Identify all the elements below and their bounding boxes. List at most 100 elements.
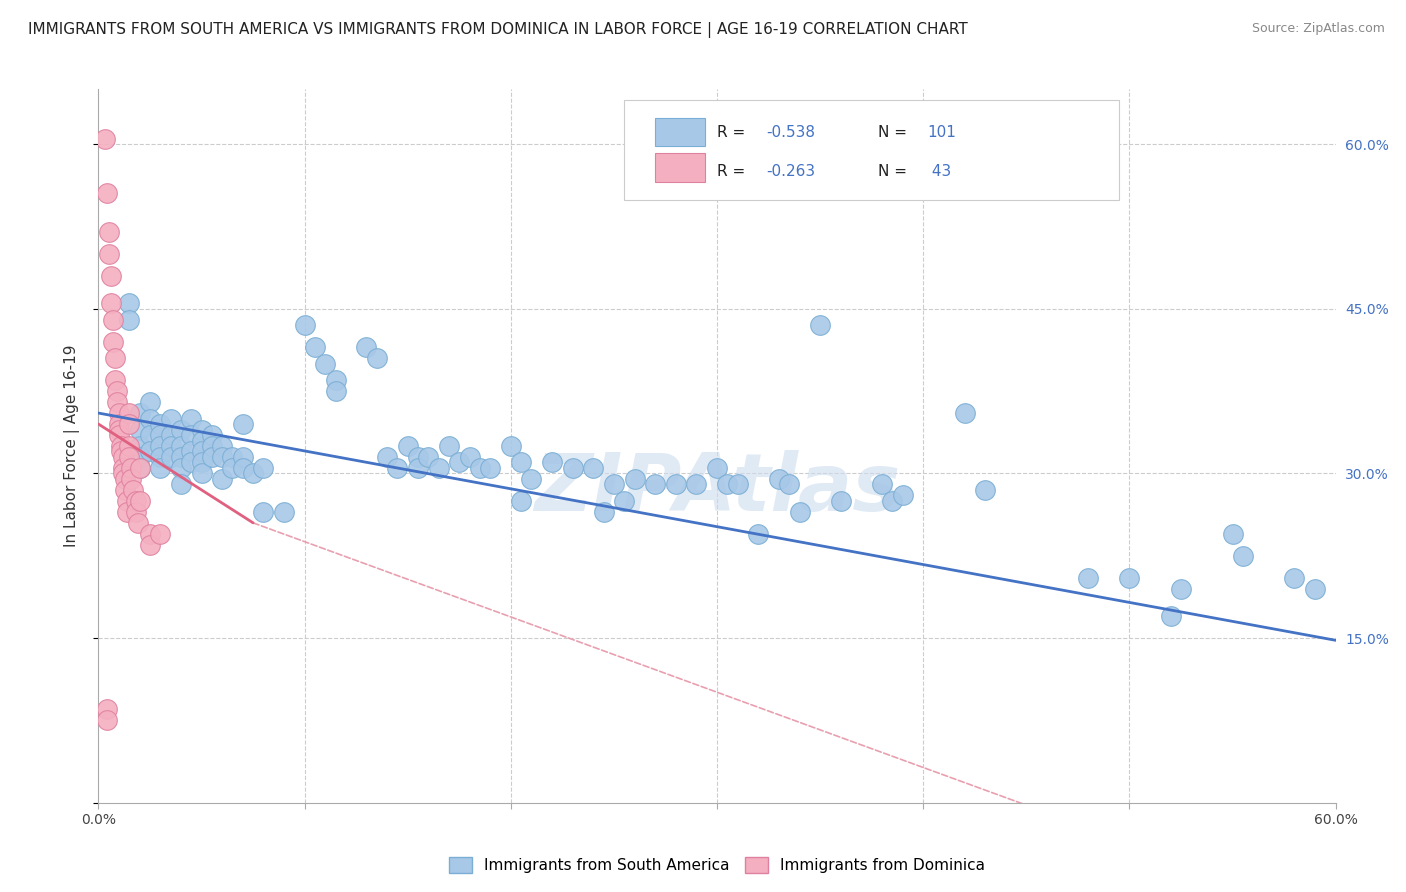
Point [221, 450, 243, 464]
Point [139, 526, 162, 541]
Point [221, 461, 243, 475]
Point [108, 423, 131, 437]
Text: -0.263: -0.263 [766, 164, 815, 178]
Point [974, 483, 997, 497]
Point [716, 477, 738, 491]
Point [112, 467, 135, 481]
Point [128, 423, 150, 437]
Point [768, 472, 790, 486]
Point [120, 461, 142, 475]
Point [418, 450, 440, 464]
Point [190, 444, 212, 458]
Point [108, 417, 131, 431]
Point [97, 225, 120, 239]
Point [211, 450, 233, 464]
Point [1232, 549, 1254, 563]
Point [105, 384, 128, 398]
Point [778, 477, 800, 491]
Point [159, 450, 181, 464]
Point [149, 461, 172, 475]
Point [314, 357, 336, 371]
Point [325, 373, 347, 387]
Point [139, 411, 162, 425]
Y-axis label: In Labor Force | Age 16-19: In Labor Force | Age 16-19 [65, 344, 80, 548]
Point [541, 455, 564, 469]
Point [93, 131, 115, 145]
Point [124, 494, 146, 508]
Point [499, 439, 522, 453]
Point [128, 461, 150, 475]
Point [242, 467, 264, 481]
Point [139, 395, 162, 409]
Point [304, 340, 326, 354]
Point [406, 461, 429, 475]
Point [96, 702, 118, 716]
Text: R =: R = [717, 164, 751, 178]
Point [101, 334, 124, 349]
Point [128, 439, 150, 453]
Point [789, 505, 811, 519]
Point [211, 472, 233, 486]
Point [139, 538, 162, 552]
Point [112, 450, 135, 464]
Point [170, 450, 193, 464]
Point [122, 483, 145, 497]
Point [170, 423, 193, 437]
Point [396, 439, 419, 453]
Point [882, 494, 904, 508]
Text: 43: 43 [928, 164, 952, 178]
Point [190, 467, 212, 481]
Point [644, 477, 666, 491]
Point [170, 477, 193, 491]
Point [201, 450, 224, 464]
Point [1303, 582, 1326, 596]
Point [118, 439, 141, 453]
Point [252, 461, 274, 475]
Point [623, 472, 645, 486]
Point [582, 461, 605, 475]
Point [747, 526, 769, 541]
Point [114, 483, 136, 497]
Point [96, 714, 118, 728]
Point [117, 505, 139, 519]
Point [468, 461, 491, 475]
Point [1222, 526, 1244, 541]
Point [108, 406, 131, 420]
Text: -0.538: -0.538 [766, 125, 815, 139]
Point [110, 444, 132, 458]
Text: R =: R = [717, 125, 751, 139]
Text: IMMIGRANTS FROM SOUTH AMERICA VS IMMIGRANTS FROM DOMINICA IN LABOR FORCE | AGE 1: IMMIGRANTS FROM SOUTH AMERICA VS IMMIGRA… [28, 22, 967, 38]
Point [510, 455, 533, 469]
Point [114, 472, 136, 486]
Point [180, 428, 202, 442]
Point [149, 450, 172, 464]
Point [159, 439, 181, 453]
Point [127, 516, 149, 530]
Point [118, 406, 141, 420]
Point [104, 351, 127, 366]
Point [180, 411, 202, 425]
Point [170, 461, 193, 475]
Point [1160, 609, 1182, 624]
Point [366, 351, 388, 366]
Point [104, 373, 127, 387]
Point [201, 428, 224, 442]
Point [1284, 571, 1306, 585]
Point [110, 439, 132, 453]
Text: N =: N = [877, 164, 911, 178]
Text: 101: 101 [928, 125, 956, 139]
FancyBboxPatch shape [624, 100, 1119, 200]
Point [139, 428, 162, 442]
FancyBboxPatch shape [655, 153, 704, 182]
Point [128, 494, 150, 508]
Text: Source: ZipAtlas.com: Source: ZipAtlas.com [1251, 22, 1385, 36]
Point [387, 461, 409, 475]
Point [1077, 571, 1099, 585]
Point [561, 461, 583, 475]
Point [953, 406, 976, 420]
Point [117, 494, 139, 508]
Text: ZIPAtlas: ZIPAtlas [534, 450, 900, 528]
Point [149, 428, 172, 442]
Point [96, 186, 118, 201]
Point [159, 428, 181, 442]
